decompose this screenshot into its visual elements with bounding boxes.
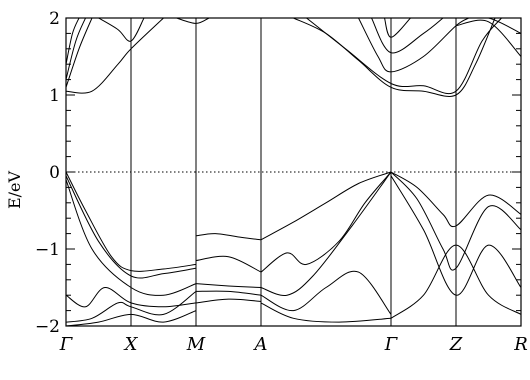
kpoint-label: M [186,334,206,355]
band-line-21 [66,18,164,94]
kpoint-label: R [513,334,528,355]
band-line-8 [195,255,262,273]
band-line-12 [260,171,392,241]
y-tick-label: 0 [49,163,60,183]
band-line-9 [195,283,262,288]
band-line-1 [66,171,197,272]
kpoint-label: Γ [384,334,399,355]
y-axis-title: E/eV [5,171,24,210]
band-line-3 [66,179,197,296]
band-line-13 [260,171,392,273]
band-line-20 [390,244,521,319]
band-line-18 [390,171,521,271]
band-line-29 [358,18,470,73]
band-line-10 [195,290,262,296]
kpoint-label: Z [449,334,463,355]
band-line-5 [66,290,197,323]
band-line-16 [260,302,392,323]
band-line-32 [455,19,521,57]
band-line-22 [66,18,93,88]
band-line-19 [390,175,521,296]
band-line-30 [371,18,444,54]
band-line-15 [260,270,392,315]
y-tick-label: −1 [35,240,60,260]
band-line-6 [66,310,197,326]
band-line-33 [456,18,521,34]
band-line-14 [260,171,392,296]
band-line-26 [176,18,210,24]
y-tick-label: −2 [35,317,60,337]
band-line-7 [195,233,262,241]
bands-group [66,18,521,326]
kpoint-label: X [123,334,139,355]
band-line-28 [306,18,502,95]
band-line-2 [66,175,197,279]
y-tick-label: 2 [49,9,60,29]
band-line-24 [66,18,80,65]
band-line-25 [98,18,145,42]
band-line-17 [390,171,521,228]
band-line-4 [66,286,197,308]
band-line-11 [195,298,262,304]
kpoint-label: A [253,334,268,355]
kpoint-label: Γ [59,334,74,355]
band-line-31 [384,18,411,38]
plot-area: −2 −1 0 1 2 Γ X M A Γ Z R [35,9,528,355]
y-tick-label: 1 [49,86,60,106]
band-line-23 [66,18,86,80]
